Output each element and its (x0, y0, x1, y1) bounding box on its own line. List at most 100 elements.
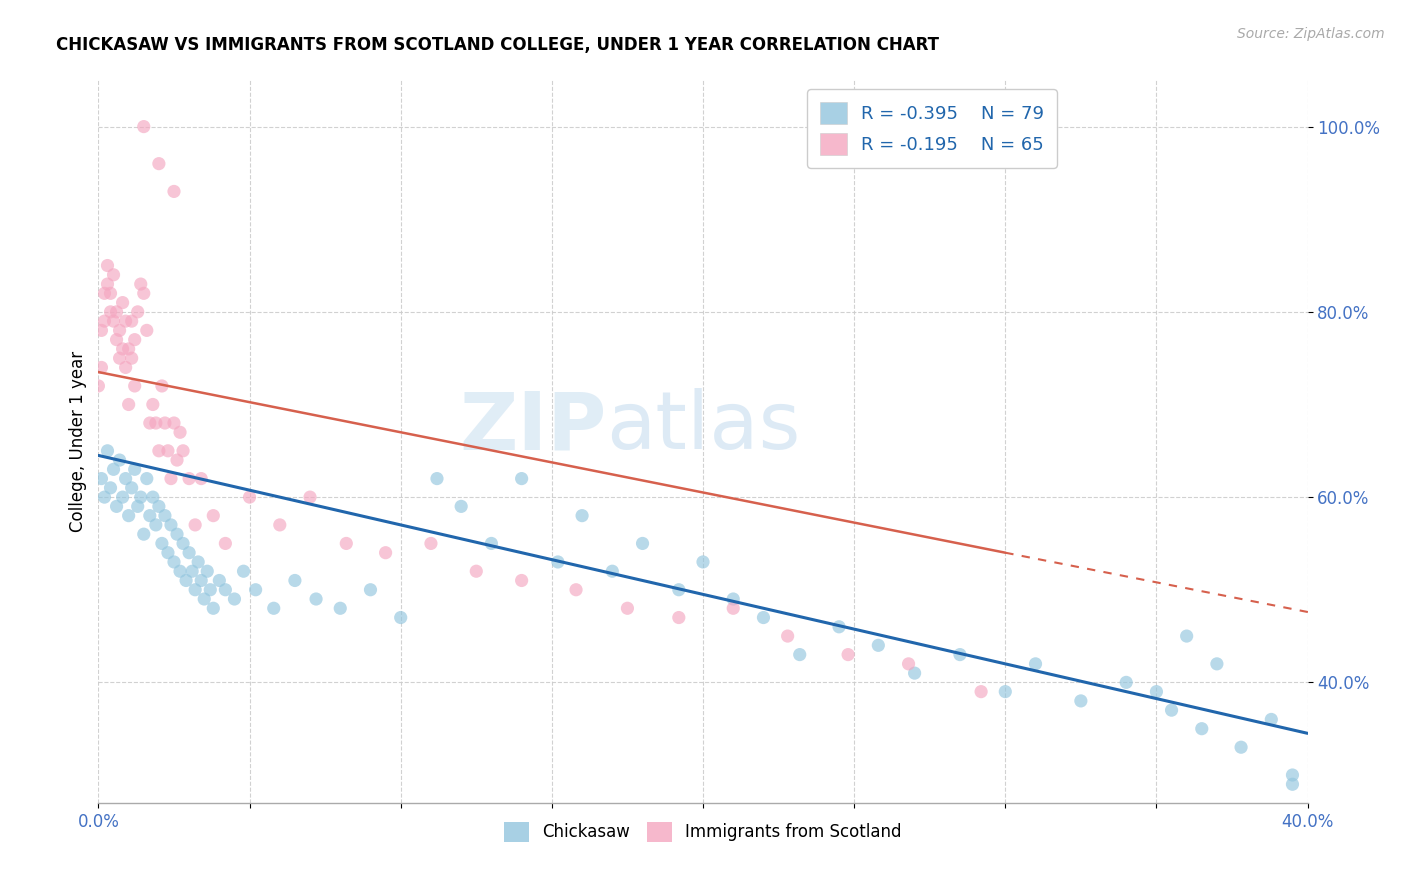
Point (1281, 777, 1303, 791)
Point (124, 379, 146, 393)
Point (148, 500, 170, 514)
Point (190, 472, 212, 486)
Point (789, 648, 811, 662)
Point (994, 684, 1017, 698)
Point (1281, 768, 1303, 782)
Point (100, 305, 122, 319)
Point (108, 351, 131, 366)
Point (305, 592, 328, 607)
Point (108, 323, 131, 337)
Point (245, 582, 267, 597)
Point (1206, 657, 1229, 671)
Point (481, 536, 503, 550)
Point (148, 156, 170, 170)
Point (127, 305, 149, 319)
Point (668, 582, 690, 597)
Point (299, 490, 322, 504)
Point (129, 277, 152, 291)
Point (156, 443, 179, 458)
Point (184, 582, 207, 597)
Point (172, 536, 194, 550)
Point (103, 462, 125, 476)
Point (335, 536, 357, 550)
Point (184, 517, 207, 532)
Point (868, 638, 890, 652)
Point (166, 453, 188, 467)
Point (214, 582, 236, 597)
Point (547, 555, 569, 569)
Point (450, 500, 472, 514)
Point (208, 574, 231, 588)
Point (179, 472, 201, 486)
Point (510, 574, 533, 588)
Point (200, 582, 222, 597)
Point (723, 601, 745, 615)
Point (135, 472, 157, 486)
Point (202, 508, 225, 523)
Point (179, 546, 201, 560)
Point (121, 314, 143, 328)
Point (90, 323, 112, 337)
Point (118, 342, 141, 356)
Point (723, 592, 745, 607)
Point (631, 536, 654, 550)
Text: atlas: atlas (606, 388, 800, 467)
Point (214, 536, 236, 550)
Point (150, 379, 173, 393)
Point (202, 601, 225, 615)
Point (602, 564, 624, 578)
Point (87, 379, 110, 393)
Point (135, 323, 157, 337)
Point (114, 314, 136, 328)
Point (124, 333, 146, 347)
Point (1070, 694, 1092, 708)
Point (163, 555, 186, 569)
Point (150, 536, 173, 550)
Point (1191, 722, 1213, 736)
Legend: Chickasaw, Immigrants from Scotland: Chickasaw, Immigrants from Scotland (498, 815, 908, 848)
Point (181, 564, 204, 578)
Point (93, 286, 115, 301)
Point (105, 500, 128, 514)
Point (114, 472, 136, 486)
Point (224, 592, 246, 607)
Point (232, 564, 254, 578)
Point (132, 527, 155, 541)
Point (111, 295, 134, 310)
Point (329, 601, 352, 615)
Point (93, 490, 115, 504)
Point (195, 564, 218, 578)
Text: Source: ZipAtlas.com: Source: ZipAtlas.com (1237, 27, 1385, 41)
Point (127, 500, 149, 514)
Point (970, 684, 993, 698)
Point (692, 555, 714, 569)
Point (1144, 684, 1167, 698)
Text: ZIP: ZIP (458, 388, 606, 467)
Point (103, 314, 125, 328)
Point (897, 657, 920, 671)
Point (142, 490, 165, 504)
Point (169, 564, 191, 578)
Point (752, 610, 775, 624)
Point (426, 472, 449, 486)
Point (90, 472, 112, 486)
Point (96, 259, 118, 273)
Point (166, 527, 188, 541)
Point (118, 508, 141, 523)
Point (571, 508, 593, 523)
Point (1115, 675, 1137, 690)
Point (93, 314, 115, 328)
Point (100, 286, 122, 301)
Point (172, 443, 194, 458)
Point (510, 472, 533, 486)
Point (105, 305, 128, 319)
Point (139, 508, 162, 523)
Point (160, 472, 183, 486)
Point (118, 397, 141, 411)
Point (103, 268, 125, 282)
Point (616, 601, 638, 615)
Point (111, 490, 134, 504)
Point (111, 342, 134, 356)
Point (389, 610, 412, 624)
Point (1160, 703, 1182, 717)
